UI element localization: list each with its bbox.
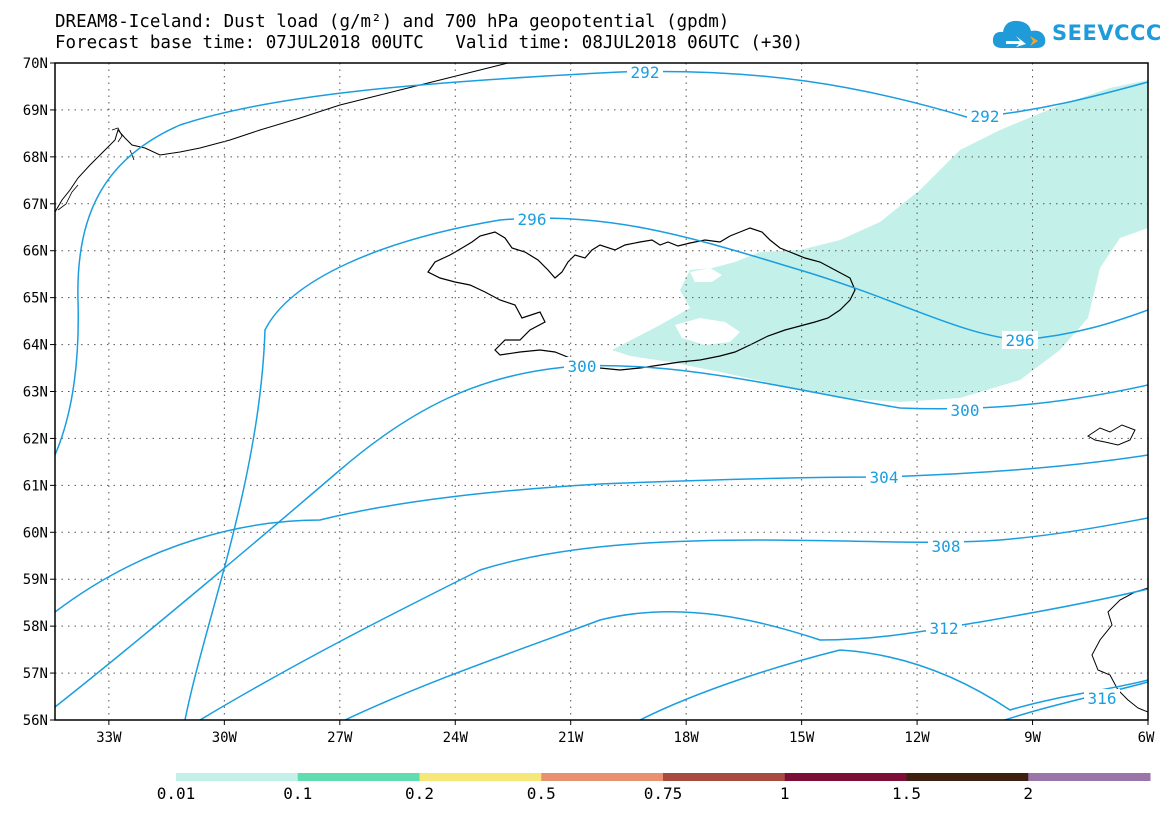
contour-label-bg (866, 468, 902, 486)
iceland-coastline (427, 227, 856, 371)
lat-label: 63N (23, 385, 48, 401)
contour-label-bg (564, 357, 600, 375)
dust-free-patch (675, 318, 740, 345)
graticule (55, 63, 1148, 720)
lon-label: 12W (904, 730, 930, 746)
contour-label-bg (627, 63, 663, 81)
lon-label: 18W (674, 730, 700, 746)
lat-label: 69N (23, 103, 48, 119)
contour-label: 304 (870, 468, 899, 487)
dust-load-area (612, 80, 1148, 402)
colorbar-label: 1.5 (892, 784, 921, 803)
cloud-logo-icon (992, 20, 1046, 48)
contour-label: 300 (951, 401, 980, 420)
colorbar-segment (1028, 773, 1151, 781)
lat-label: 56N (23, 713, 48, 729)
contour-label: 292 (631, 63, 660, 82)
contour-label-bg (928, 537, 964, 555)
colorbar-segment (784, 773, 907, 781)
contour-label: 300 (568, 357, 597, 376)
contour-304 (55, 454, 1148, 613)
colorbar-label: 0.2 (405, 784, 434, 803)
colorbar-segment (663, 773, 786, 781)
map-subtitle-times: Forecast base time: 07JUL2018 00UTC Vali… (55, 33, 804, 53)
colorbar-segment (906, 773, 1029, 781)
contour-label-bg (947, 401, 983, 419)
lon-label: 27W (327, 730, 353, 746)
colorbar-label: 0.75 (643, 784, 683, 803)
colorbar-segment (297, 773, 420, 781)
lat-label: 59N (23, 572, 48, 588)
lat-label: 61N (23, 478, 48, 494)
colorbar-label: 1 (779, 784, 790, 803)
dust-load-colorbar (176, 773, 1151, 781)
colorbar-segment (541, 773, 664, 781)
contour-labels: 292 292 296 296 300 300 304 308 312 316 (514, 63, 1120, 708)
contour-312 (344, 588, 1148, 720)
colorbar-label: 0.5 (526, 784, 556, 803)
colorbar-label: 0.1 (283, 784, 313, 803)
contour-label: 292 (971, 107, 1000, 126)
axis-labels: 70N 69N 68N 67N 66N 65N 64N 63N 62N 61N 60N 59N 58N 5… (23, 56, 1155, 746)
greenland-coastline (55, 63, 511, 213)
contour-label: 308 (932, 537, 961, 556)
contour-label-bg (1084, 689, 1120, 707)
dust-free-patch-2 (690, 268, 722, 282)
lon-label: 15W (789, 730, 815, 746)
contour-label: 312 (930, 619, 959, 638)
colorbar-segment (176, 773, 299, 781)
lat-label: 64N (23, 338, 48, 354)
seevccc-logo: SEEVCCC (990, 14, 1161, 54)
lat-label: 57N (23, 666, 48, 682)
contour-label-bg (514, 210, 550, 228)
contour-label: 296 (518, 210, 547, 229)
lon-label: 6W (1138, 730, 1155, 746)
colorbar-label: 2 (1023, 784, 1034, 803)
lon-label: 9W (1024, 730, 1041, 746)
contour-label: 316 (1088, 689, 1117, 708)
contour-300 (55, 364, 1148, 708)
greenland-coast-detail (57, 127, 135, 211)
contour-label: 296 (1006, 331, 1035, 350)
scotland-coastline (1091, 587, 1148, 713)
contour-316-east (1004, 681, 1148, 720)
lat-label: 60N (23, 525, 48, 541)
contour-label-bg (1002, 331, 1038, 349)
lat-label: 70N (23, 56, 48, 72)
map-title: DREAM8-Iceland: Dust load (g/m²) and 700… (55, 12, 730, 32)
contour-316 (639, 649, 1148, 720)
contour-label-bg (926, 619, 962, 637)
lon-label: 33W (96, 730, 122, 746)
contour-label-bg (967, 107, 1003, 125)
faroe-islands (1087, 424, 1136, 446)
colorbar-label: 0.01 (156, 784, 196, 803)
logo-text: SEEVCCC (1052, 21, 1162, 45)
lat-label: 62N (23, 431, 48, 447)
lon-label: 30W (212, 730, 238, 746)
lat-label: 66N (23, 244, 48, 260)
contour-308 (199, 517, 1148, 720)
lon-label: 21W (558, 730, 584, 746)
lat-label: 68N (23, 150, 48, 166)
lat-label: 65N (23, 291, 48, 307)
lon-label: 24W (443, 730, 469, 746)
lat-label: 67N (23, 197, 48, 213)
lat-label: 58N (23, 619, 48, 635)
colorbar-segment (419, 773, 542, 781)
